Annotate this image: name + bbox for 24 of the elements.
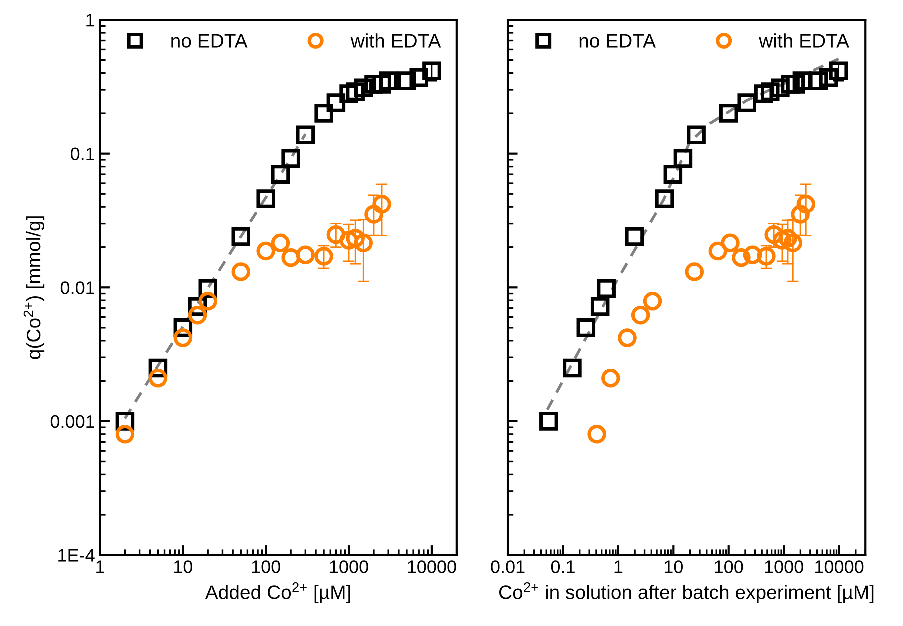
x-tick-label: 10 [664,560,683,574]
x-tick-label: 100 [715,560,744,574]
y-tick-label: 0.1 [70,148,94,161]
x-tick-label: 1 [614,560,623,574]
legend-label: with EDTA [350,34,442,48]
x-tick-label: 0.01 [491,560,525,574]
x-tick-label: 10 [174,560,192,574]
x-tick-label: 1000 [330,560,368,574]
x-tick-label: 10000 [816,560,864,574]
x-tick-label: 0.1 [551,560,575,574]
x-axis-title: Co$^{2+}$ in solution after batch experiment [µM] [499,582,874,604]
x-tick-label: 1 [96,560,104,574]
x-tick-label: 1000 [765,560,804,574]
legend-label: no EDTA [580,34,656,48]
legend-label: with EDTA [759,34,850,48]
y-tick-label: 0.01 [60,282,94,294]
x-tick-label: 10000 [408,560,456,574]
legend-label: no EDTA [172,34,248,48]
y-axis-title: q(Co$^{2+}$) [mmol/g] [24,216,45,360]
y-tick-label: 1E-4 [58,549,95,562]
x-axis-title: Added Co$^{2+}$ [µM] [205,582,350,604]
y-tick-label: 1 [86,14,94,27]
y-tick-label: 0.001 [50,415,94,428]
x-tick-label: 100 [252,560,280,574]
